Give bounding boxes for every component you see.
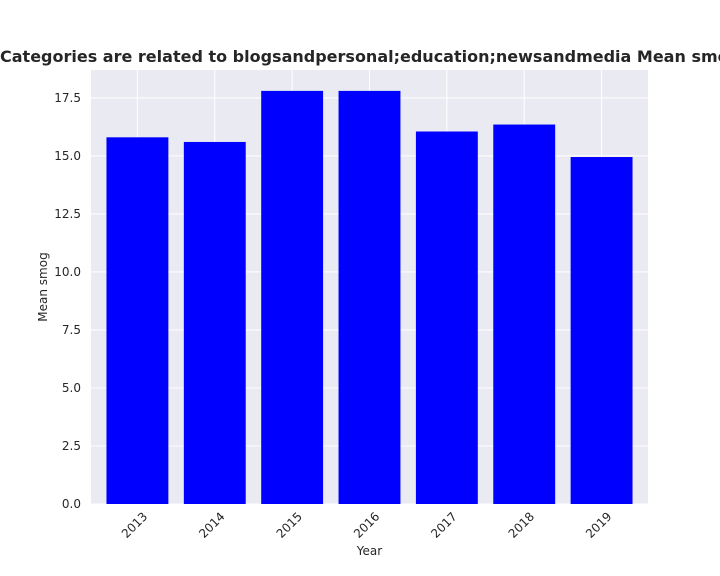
chart-title-container: Categories are related to blogsandperson… [0,47,720,66]
y-tick-labels: 0.0 2.5 5.0 7.5 10.0 12.5 15.0 17.5 [54,91,81,511]
y-tick-label: 15.0 [54,149,81,163]
y-tick-label: 5.0 [62,381,81,395]
y-tick-label: 0.0 [62,497,81,511]
bar-2018 [493,124,556,505]
x-tick-label: 2016 [351,509,382,540]
bar-2015 [261,90,324,505]
x-tick-label: 2017 [428,509,459,540]
y-axis-label: Mean smog [36,252,50,321]
bar-2016 [338,90,401,505]
y-tick-label: 12.5 [54,207,81,221]
bar-2013 [106,137,169,504]
y-tick-label: 7.5 [62,323,81,337]
x-tick-label: 2015 [274,509,305,540]
bars [106,90,633,505]
bar-2017 [415,131,478,504]
chart-title: Categories are related to blogsandperson… [0,47,720,66]
x-tick-label: 2018 [506,509,537,540]
x-tick-label: 2014 [196,509,227,540]
y-tick-label: 2.5 [62,439,81,453]
bar-2019 [570,157,633,504]
x-axis-label: Year [356,544,382,558]
bar-2014 [183,141,246,504]
y-tick-label: 10.0 [54,265,81,279]
x-tick-labels: 2013 2014 2015 2016 2017 2018 2019 [119,509,615,540]
x-tick-label: 2013 [119,509,150,540]
y-tick-label: 17.5 [54,91,81,105]
x-tick-label: 2019 [583,509,614,540]
